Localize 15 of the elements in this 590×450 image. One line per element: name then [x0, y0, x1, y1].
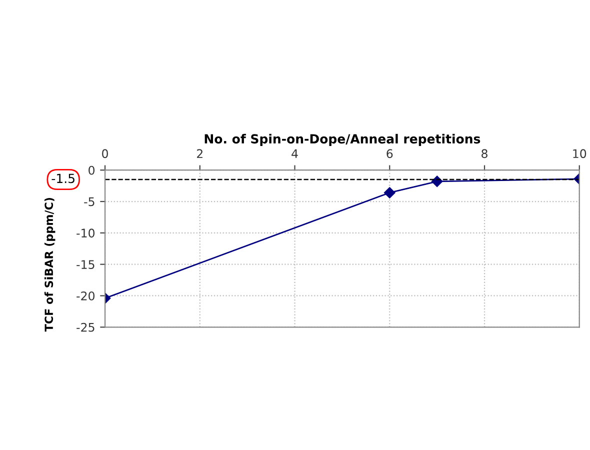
- y-tick-label: -10: [76, 228, 95, 238]
- x-tick-label: 6: [386, 149, 393, 158]
- y-tick-label: -5: [84, 197, 94, 206]
- y-tick-label: 0: [88, 166, 95, 175]
- y-axis-title: TCF of SiBAR (ppm/C): [44, 198, 56, 332]
- ref-line-label: -1.5: [52, 174, 74, 184]
- y-tick-label: -15: [76, 260, 94, 269]
- x-tick-label: 2: [197, 149, 202, 158]
- y-tick-label: -25: [76, 322, 94, 332]
- x-tick-label: 0: [102, 149, 108, 158]
- y-tick-label: -20: [76, 291, 95, 300]
- x-tick-label: 10: [573, 149, 586, 158]
- x-tick-label: 8: [482, 149, 488, 158]
- x-axis-title: No. of Spin-on-Dope/Anneal repetitions: [204, 134, 480, 146]
- x-tick-label: 4: [292, 149, 298, 158]
